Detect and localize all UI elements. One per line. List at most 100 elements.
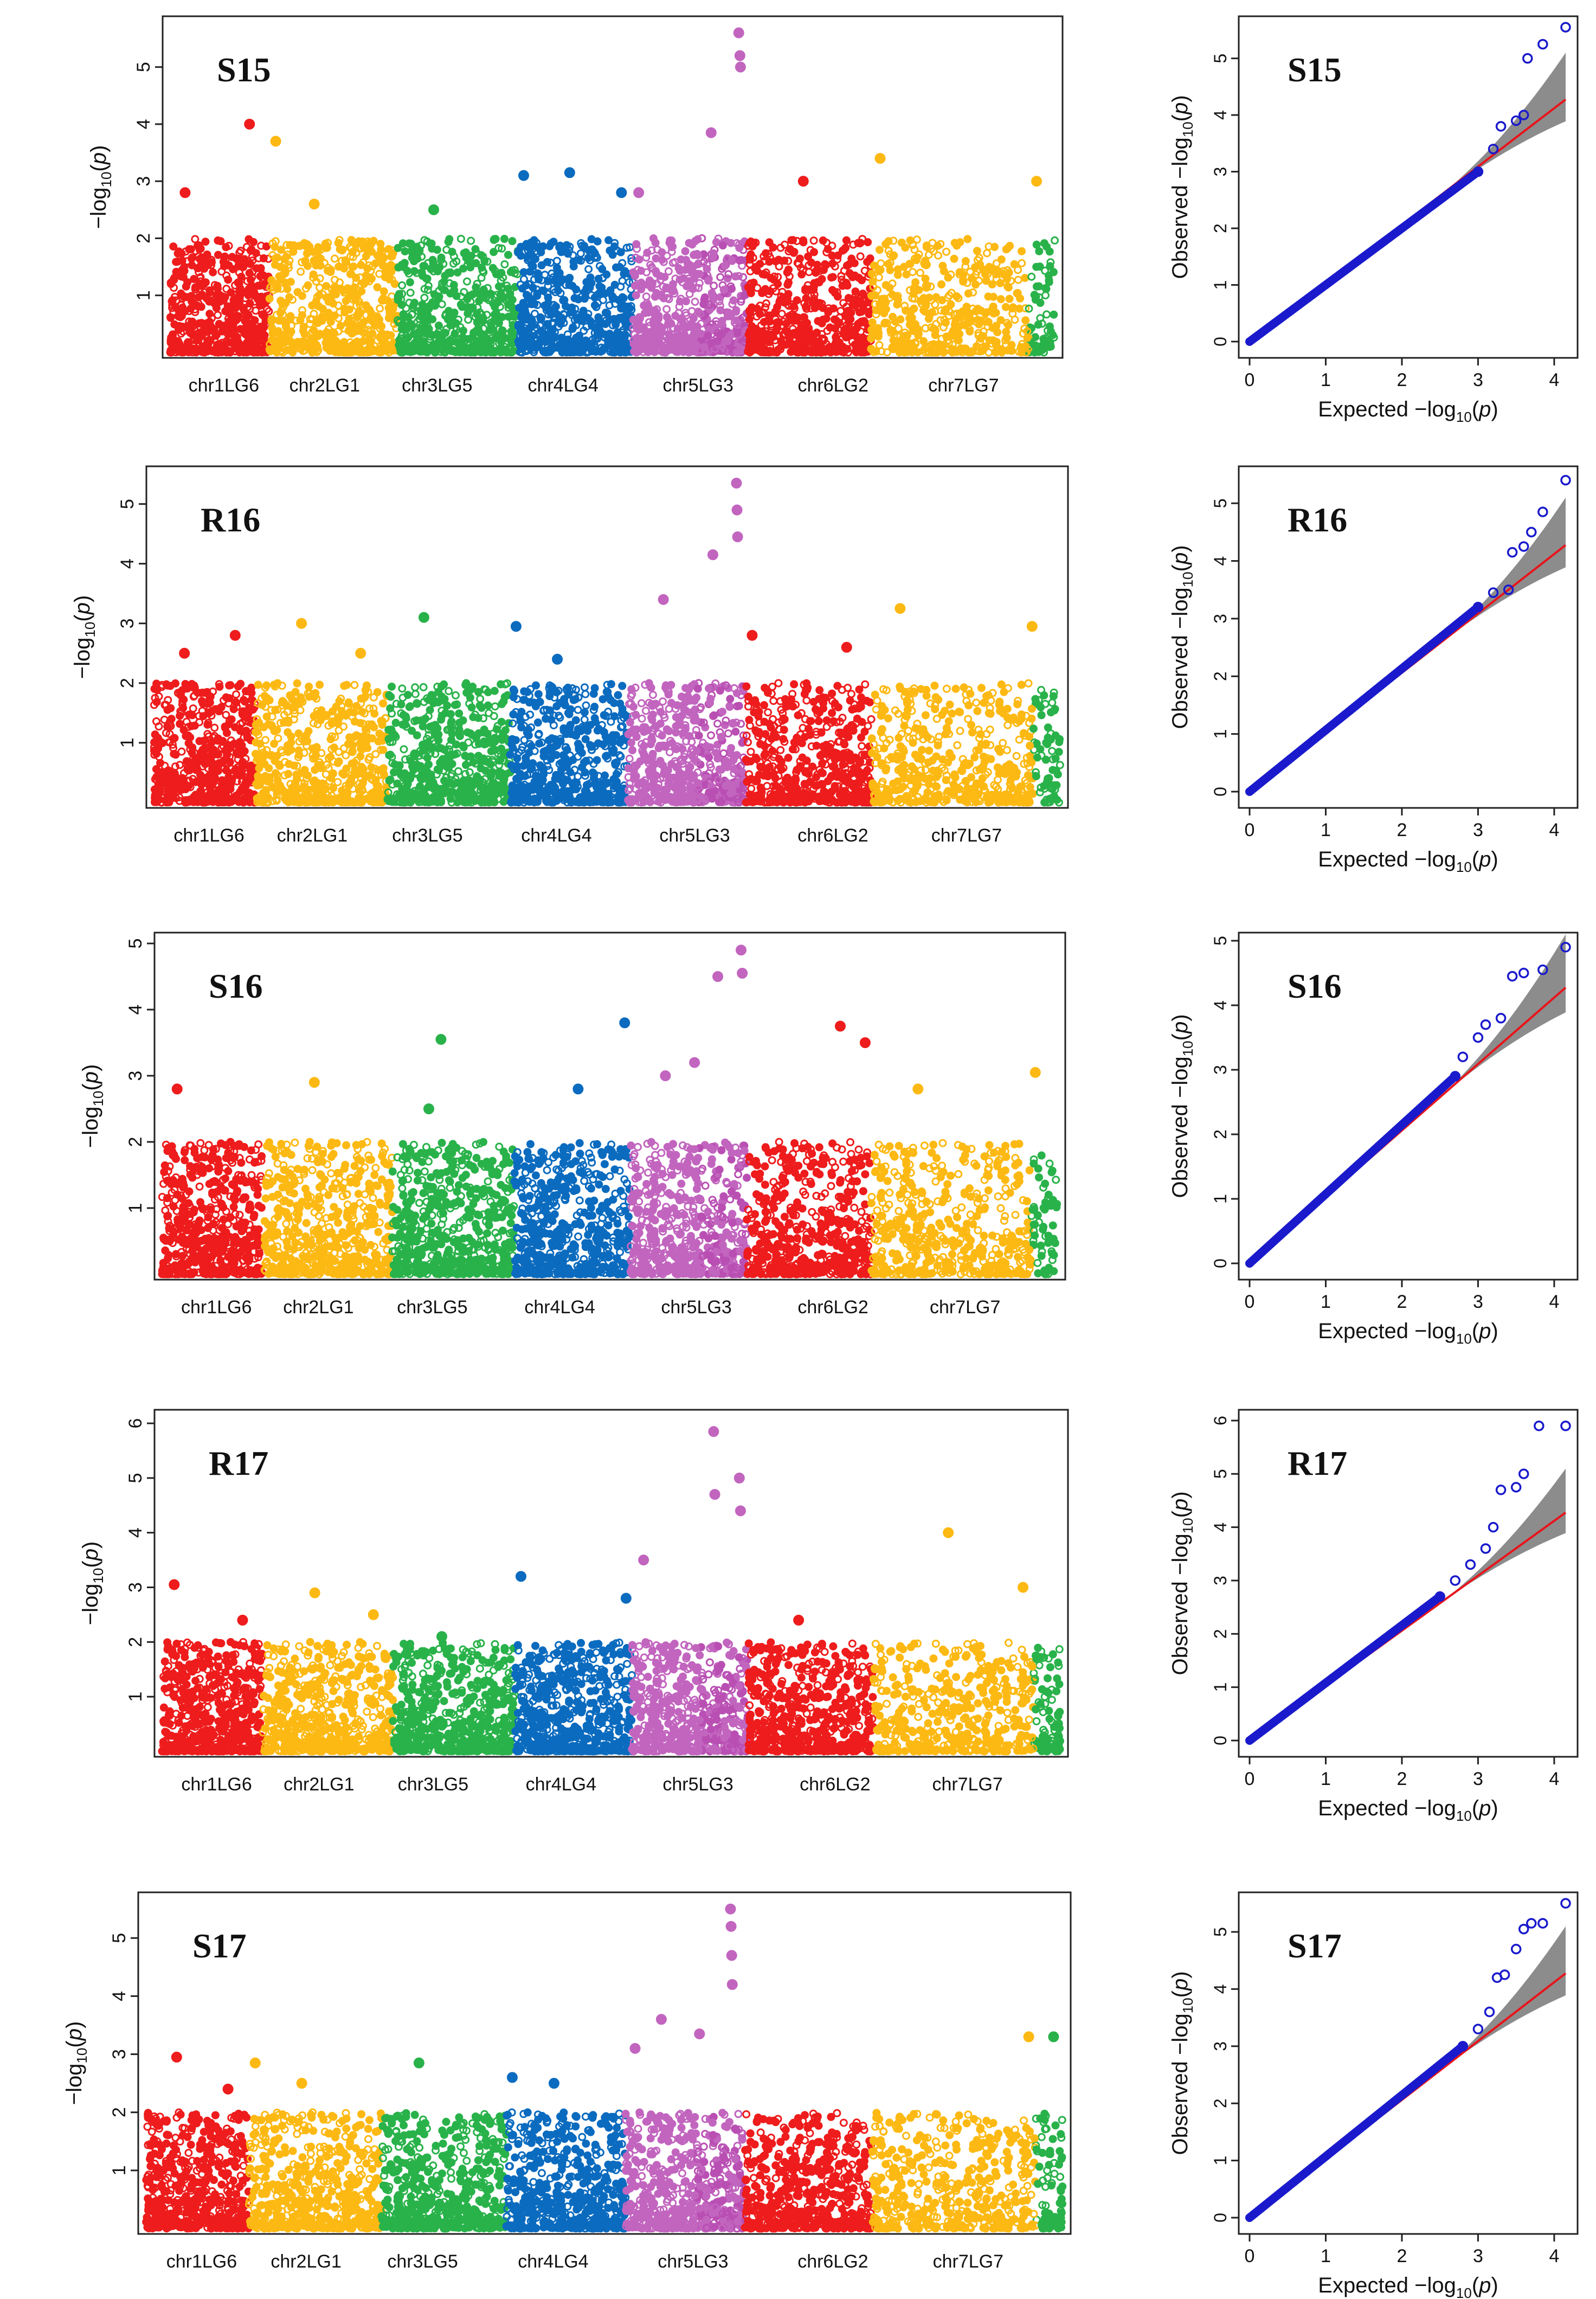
manhattan-point: [967, 348, 975, 357]
manhattan-y-tick-label: 1: [133, 290, 154, 300]
manhattan-point: [240, 255, 249, 264]
manhattan-point: [660, 273, 669, 281]
manhattan-point: [176, 720, 184, 728]
manhattan-point: [937, 280, 946, 289]
manhattan-point: [783, 280, 792, 289]
manhattan-point: [807, 258, 815, 267]
manhattan-point: [842, 236, 851, 245]
manhattan-point: [411, 683, 420, 692]
manhattan-point: [491, 303, 499, 311]
manhattan-point: [1035, 247, 1044, 255]
manhattan-point: [247, 689, 256, 697]
manhattan-point: [580, 294, 589, 303]
manhattan-point: [610, 242, 619, 251]
manhattan-point: [326, 268, 335, 277]
manhattan-point: [173, 775, 182, 784]
manhattan-point: [236, 246, 245, 255]
manhattan-point: [241, 330, 250, 339]
manhattan-point: [394, 263, 403, 272]
manhattan-point: [588, 322, 596, 330]
manhattan-point: [394, 294, 403, 303]
manhattan-point: [478, 331, 486, 339]
manhattan-point: [1014, 275, 1022, 284]
manhattan-point: [239, 304, 247, 312]
manhattan-point: [404, 313, 413, 322]
manhattan-point: [562, 241, 571, 249]
manhattan-point: [681, 297, 690, 306]
manhattan-point: [433, 246, 441, 254]
manhattan-point: [497, 268, 506, 277]
manhattan-point: [923, 281, 931, 290]
manhattan-point: [254, 680, 262, 689]
manhattan-point: [928, 239, 937, 247]
manhattan-point: [150, 738, 159, 747]
manhattan-point: [293, 288, 302, 297]
manhattan-point: [836, 306, 845, 315]
manhattan-point: [966, 309, 974, 318]
manhattan-point: [774, 255, 783, 264]
manhattan-point: [784, 265, 793, 274]
manhattan-point: [166, 313, 175, 322]
manhattan-point: [345, 778, 354, 787]
manhattan-point: [312, 751, 320, 760]
manhattan-point: [745, 315, 754, 324]
manhattan-point: [652, 254, 660, 263]
manhattan-point: [934, 251, 943, 260]
manhattan-point: [647, 306, 656, 315]
manhattan-point: [885, 284, 894, 292]
manhattan-point: [530, 236, 538, 245]
manhattan-point: [265, 294, 274, 303]
manhattan-point: [441, 329, 450, 337]
manhattan-point: [632, 291, 640, 300]
manhattan-point: [875, 246, 884, 254]
manhattan-point: [273, 679, 282, 688]
manhattan-point: [288, 348, 297, 357]
manhattan-point: [169, 242, 178, 251]
manhattan-y-label: −log10(p): [87, 145, 114, 229]
manhattan-point: [212, 791, 221, 799]
manhattan-point: [527, 243, 536, 252]
manhattan-point: [316, 284, 324, 292]
manhattan-point: [989, 302, 998, 311]
manhattan-point: [672, 332, 681, 341]
manhattan-point: [421, 317, 430, 325]
manhattan-point: [787, 236, 796, 245]
manhattan-point: [955, 310, 964, 318]
manhattan-point: [384, 314, 393, 323]
manhattan-point: [732, 348, 741, 357]
manhattan-point: [789, 248, 798, 257]
manhattan-point: [259, 273, 267, 282]
manhattan-point: [876, 266, 885, 274]
manhattan-point: [195, 737, 204, 746]
manhattan-point: [265, 774, 273, 783]
manhattan-point: [260, 723, 268, 731]
manhattan-point: [204, 708, 213, 717]
manhattan-point: [950, 254, 958, 263]
manhattan-point: [505, 312, 514, 321]
manhattan-point: [704, 331, 712, 340]
manhattan-point: [948, 348, 957, 357]
manhattan-point: [802, 294, 810, 303]
manhattan-point: [171, 679, 179, 688]
manhattan-point: [758, 328, 767, 337]
manhattan-point: [232, 748, 241, 757]
manhattan-point: [612, 263, 620, 272]
manhattan-point: [419, 262, 428, 271]
manhattan-point: [777, 310, 786, 318]
manhattan-point: [182, 282, 190, 291]
manhattan-point: [685, 290, 694, 298]
manhattan-point: [517, 252, 525, 260]
manhattan-point: [1032, 262, 1041, 271]
manhattan-point: [295, 794, 304, 802]
manhattan-point: [401, 247, 409, 256]
manhattan-point: [966, 327, 974, 336]
manhattan-point: [262, 242, 271, 251]
manhattan-point: [1032, 240, 1041, 249]
manhattan-point: [366, 314, 375, 323]
manhattan-point: [1021, 274, 1029, 282]
manhattan-point: [205, 317, 214, 326]
manhattan-point: [540, 271, 549, 279]
manhattan-point: [289, 241, 298, 249]
manhattan-point: [423, 345, 432, 354]
manhattan-point: [1001, 303, 1010, 311]
